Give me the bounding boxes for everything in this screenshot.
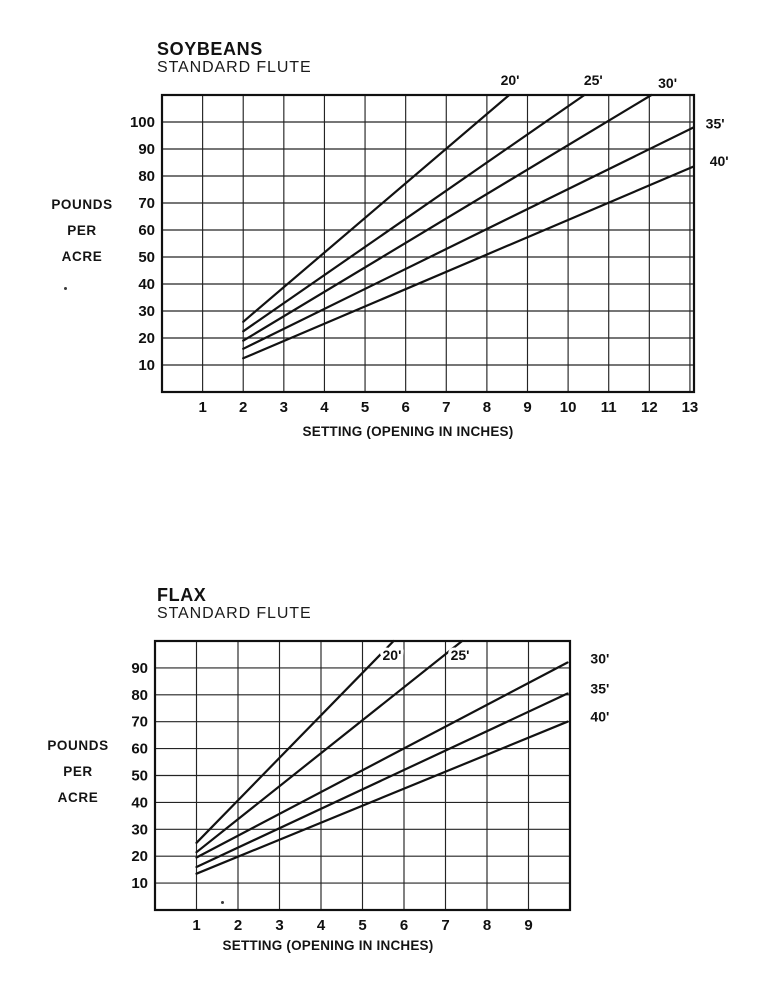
series-label: 40' — [590, 708, 609, 724]
y-axis-label-line: ACRE — [61, 249, 103, 264]
x-tick-label: 13 — [682, 399, 699, 416]
y-tick-label: 50 — [138, 249, 155, 266]
y-tick-label: 70 — [131, 714, 148, 731]
y-tick-label: 60 — [131, 741, 148, 758]
x-tick-label: 7 — [442, 399, 450, 416]
soybeans-y-axis-label: POUNDS PER ACRE — [27, 192, 137, 270]
y-tick-label: 80 — [131, 687, 148, 704]
series-label: 35' — [590, 681, 609, 697]
x-tick-label: 5 — [361, 399, 369, 416]
series-line-25ft — [242, 93, 586, 333]
x-tick-label: 10 — [560, 399, 577, 416]
series-label: 25' — [584, 72, 603, 88]
y-axis-label-line: PER — [63, 764, 93, 779]
x-tick-label: 12 — [641, 399, 658, 416]
y-tick-label: 10 — [131, 875, 148, 892]
flax-subtitle: STANDARD FLUTE — [157, 605, 312, 622]
y-tick-label: 40 — [131, 794, 148, 811]
scan-speck — [221, 901, 224, 904]
flax-title: FLAX — [157, 585, 207, 605]
x-tick-label: 7 — [441, 917, 449, 934]
series-line-25ft — [195, 639, 464, 854]
x-tick-label: 4 — [320, 399, 329, 416]
y-axis-label-line: ACRE — [57, 790, 99, 805]
x-tick-label: 6 — [400, 917, 408, 934]
flax-x-axis-label: SETTING (OPENING IN INCHES) — [222, 938, 434, 953]
x-tick-label: 6 — [401, 399, 409, 416]
x-tick-label: 1 — [198, 399, 206, 416]
series-line-20ft — [242, 93, 511, 323]
y-axis-label-line: PER — [67, 223, 97, 238]
series-label: 25' — [451, 647, 470, 663]
x-tick-label: 2 — [234, 917, 242, 934]
series-line-35ft — [195, 692, 569, 869]
series-line-40ft — [242, 165, 695, 360]
x-tick-label: 9 — [523, 399, 531, 416]
x-tick-label: 9 — [524, 917, 532, 934]
series-line-30ft — [195, 661, 569, 859]
series-label: 35' — [706, 115, 725, 131]
x-tick-label: 2 — [239, 399, 247, 416]
series-line-20ft — [195, 639, 395, 844]
series-label: 20' — [383, 647, 402, 663]
y-tick-label: 100 — [130, 114, 155, 131]
scan-speck — [64, 287, 67, 290]
y-tick-label: 40 — [138, 276, 155, 293]
y-tick-label: 70 — [138, 195, 155, 212]
y-tick-label: 90 — [138, 141, 155, 158]
series-line-35ft — [242, 126, 695, 350]
soybeans-subtitle: STANDARD FLUTE — [157, 59, 312, 76]
y-tick-label: 20 — [138, 330, 155, 347]
series-label: 30' — [590, 650, 609, 666]
x-tick-label: 8 — [483, 917, 491, 934]
y-tick-label: 50 — [131, 768, 148, 785]
soybeans-x-axis-label: SETTING (OPENING IN INCHES) — [302, 424, 514, 439]
series-line-30ft — [242, 93, 653, 342]
series-label: 20' — [501, 72, 520, 88]
soybeans-plot-area: 1 2 3 4 5 6 7 8 9 10 11 12 1310203040506070809010020… — [130, 69, 732, 416]
x-tick-label: 11 — [601, 399, 617, 416]
x-tick-label: 3 — [275, 917, 283, 934]
flax-y-axis-label: POUNDS PER ACRE — [23, 733, 133, 811]
y-tick-label: 60 — [138, 222, 155, 239]
y-tick-label: 80 — [138, 168, 155, 185]
y-axis-label-line: POUNDS — [51, 197, 113, 212]
x-tick-label: 3 — [280, 399, 288, 416]
x-tick-label: 4 — [317, 917, 326, 934]
y-tick-label: 30 — [138, 303, 155, 320]
y-tick-label: 90 — [131, 660, 148, 677]
x-tick-label: 5 — [358, 917, 366, 934]
series-label: 40' — [710, 153, 729, 169]
y-tick-label: 20 — [131, 848, 148, 865]
y-tick-label: 10 — [138, 357, 155, 374]
soybeans-title: SOYBEANS — [157, 39, 263, 59]
flax-plot-area: 1 2 3 4 5 6 7 8 9 10 20 30 40 50 60 70 80 90 20' 25' 30' 35' 4… — [131, 639, 612, 934]
y-tick-label: 30 — [131, 821, 148, 838]
series-label: 30' — [658, 75, 677, 91]
y-axis-label-line: POUNDS — [47, 738, 109, 753]
plot-border — [160, 93, 696, 394]
plot-border — [153, 639, 572, 912]
x-tick-label: 8 — [483, 399, 491, 416]
series-line-40ft — [195, 720, 569, 875]
x-tick-label: 1 — [192, 917, 200, 934]
